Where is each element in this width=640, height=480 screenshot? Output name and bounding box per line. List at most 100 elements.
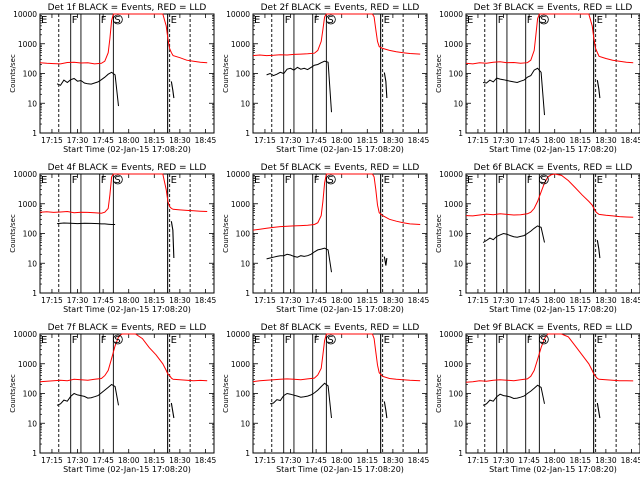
y-axis-label: Counts/sec xyxy=(435,374,443,413)
marker-circle xyxy=(325,334,336,345)
interval-marker: E xyxy=(171,335,177,346)
x-tick-label: 18:00 xyxy=(118,136,140,145)
chart-panel-1: Det 1f BLACK = Events, RED = LLD 1 10 100 10… xyxy=(9,3,217,154)
y-axis-label: Counts/sec xyxy=(9,54,17,93)
interval-marker: F xyxy=(101,335,107,346)
series-events-line xyxy=(56,71,119,107)
series-lld-line xyxy=(252,173,421,231)
interval-marker: E xyxy=(254,175,260,186)
y-tick-label: 10000 xyxy=(13,330,37,339)
x-tick-label: 18:00 xyxy=(118,296,140,305)
series-events-tail xyxy=(596,240,601,259)
x-tick-label: 18:30 xyxy=(169,136,191,145)
x-axis-label: Start Time (02-Jan-15 17:08:20) xyxy=(489,145,617,154)
y-axis-label: Counts/sec xyxy=(9,214,17,253)
x-tick-label: 18:00 xyxy=(118,456,140,465)
series-events-line xyxy=(266,247,332,273)
plot-frame xyxy=(39,333,215,454)
x-tick-label: 18:45 xyxy=(195,296,217,305)
x-tick-label: 17:45 xyxy=(518,456,540,465)
y-tick-label: 100 xyxy=(236,390,251,399)
x-tick-label: 17:30 xyxy=(493,136,515,145)
marker-circle xyxy=(538,334,549,345)
x-tick-label: 18:15 xyxy=(569,296,591,305)
chart-panel-2: Det 2f BLACK = Events, RED = LLD 1 10 100 10… xyxy=(222,3,430,154)
x-tick-label: 17:15 xyxy=(467,136,489,145)
interval-marker: E xyxy=(41,175,47,186)
x-tick-label: 17:30 xyxy=(67,296,89,305)
series-lld-line xyxy=(39,13,208,65)
interval-marker: E xyxy=(467,15,473,26)
y-tick-label: 10 xyxy=(240,99,250,108)
x-tick-label: 17:45 xyxy=(305,296,327,305)
x-tick-label: 18:45 xyxy=(621,296,640,305)
x-axis-label: Start Time (02-Jan-15 17:08:20) xyxy=(276,305,404,314)
series-events-tail xyxy=(383,401,388,419)
panel-title: Det 3f BLACK = Events, RED = LLD xyxy=(474,3,633,13)
y-tick-label: 10000 xyxy=(439,170,463,179)
series-lld-line xyxy=(252,333,421,383)
series-lld-line xyxy=(465,13,634,65)
x-axis-label: Start Time (02-Jan-15 17:08:20) xyxy=(63,465,191,474)
interval-marker: S xyxy=(327,335,333,346)
x-tick-label: 18:00 xyxy=(331,456,353,465)
interval-marker: E xyxy=(467,335,473,346)
panel-title: Det 9f BLACK = Events, RED = LLD xyxy=(474,323,633,333)
interval-marker: F xyxy=(285,335,291,346)
y-tick-label: 10000 xyxy=(226,10,250,19)
plot-frame xyxy=(465,173,640,294)
interval-marker: F xyxy=(498,15,504,26)
x-axis-label: Start Time (02-Jan-15 17:08:20) xyxy=(489,465,617,474)
series-events-tail xyxy=(596,80,601,99)
x-tick-label: 18:30 xyxy=(595,456,617,465)
interval-marker: F xyxy=(527,335,533,346)
y-tick-label: 1 xyxy=(458,449,463,458)
y-tick-label: 10000 xyxy=(13,10,37,19)
y-tick-label: 1 xyxy=(458,129,463,138)
series-events-tail xyxy=(170,81,175,99)
y-tick-label: 100 xyxy=(23,70,38,79)
plot-frame xyxy=(252,173,428,294)
series-lld-line xyxy=(465,173,634,218)
x-tick-label: 17:45 xyxy=(305,456,327,465)
x-tick-label: 17:45 xyxy=(92,296,114,305)
y-tick-label: 1000 xyxy=(444,360,463,369)
x-tick-label: 18:30 xyxy=(595,136,617,145)
x-tick-label: 18:00 xyxy=(544,456,566,465)
interval-marker: F xyxy=(527,175,533,186)
series-events-tail xyxy=(383,72,388,99)
x-tick-label: 17:30 xyxy=(280,296,302,305)
series-lld-line xyxy=(39,173,208,214)
y-axis-label: Counts/sec xyxy=(435,214,443,253)
interval-marker: E xyxy=(384,175,390,186)
series-lld-line xyxy=(39,333,208,383)
interval-marker: E xyxy=(597,15,603,26)
series-events-tail xyxy=(383,256,388,266)
series-lld-line xyxy=(465,333,634,383)
interval-marker: S xyxy=(114,335,120,346)
chart-panel-7: Det 7f BLACK = Events, RED = LLD 1 10 100 10… xyxy=(9,323,217,474)
y-tick-label: 1000 xyxy=(231,360,250,369)
chart-panel-5: Det 5f BLACK = Events, RED = LLD 1 10 100 10… xyxy=(222,163,430,314)
x-tick-label: 17:30 xyxy=(280,456,302,465)
plot-frame xyxy=(252,333,428,454)
x-tick-label: 18:45 xyxy=(408,296,430,305)
x-tick-label: 18:45 xyxy=(621,136,640,145)
x-tick-label: 17:15 xyxy=(467,456,489,465)
interval-marker: E xyxy=(41,335,47,346)
x-tick-label: 17:45 xyxy=(92,456,114,465)
x-axis-label: Start Time (02-Jan-15 17:08:20) xyxy=(276,465,404,474)
x-tick-label: 18:00 xyxy=(331,136,353,145)
y-tick-label: 100 xyxy=(449,390,464,399)
chart-panel-6: Det 6f BLACK = Events, RED = LLD 1 10 100 10… xyxy=(435,163,640,314)
interval-marker: E xyxy=(41,15,47,26)
marker-circle xyxy=(325,174,336,185)
series-events-line xyxy=(57,222,116,225)
x-tick-label: 18:45 xyxy=(621,456,640,465)
x-axis-label: Start Time (02-Jan-15 17:08:20) xyxy=(276,145,404,154)
chart-panel-4: Det 4f BLACK = Events, RED = LLD 1 10 100 10… xyxy=(9,163,217,314)
x-tick-label: 17:30 xyxy=(67,136,89,145)
series-events-line xyxy=(266,60,332,113)
y-tick-label: 10 xyxy=(27,99,37,108)
